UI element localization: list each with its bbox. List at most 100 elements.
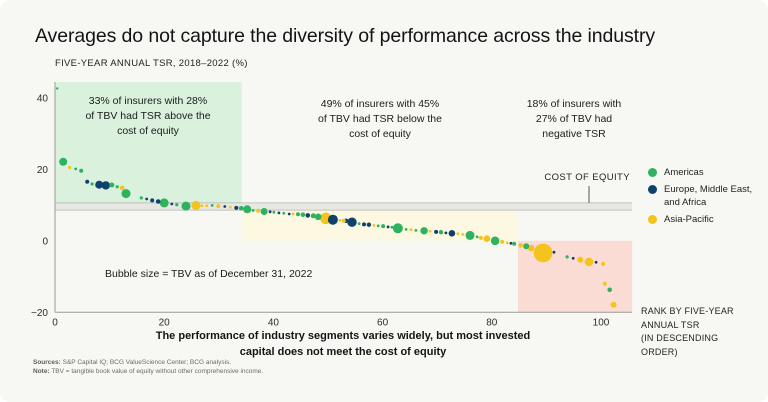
- bubble: [79, 168, 84, 173]
- bubble: [420, 227, 428, 235]
- bubble: [305, 213, 311, 218]
- bubble: [372, 224, 376, 227]
- bubble: [607, 287, 612, 293]
- bubble: [268, 210, 272, 214]
- bubble: [85, 179, 90, 184]
- bubble: [594, 260, 598, 264]
- y-tick-label: 40: [37, 93, 49, 104]
- bubble: [381, 224, 386, 229]
- chart-caption: The performance of industry segments var…: [155, 330, 531, 358]
- bubble: [386, 225, 390, 229]
- bubble: [461, 233, 465, 236]
- bubble: [475, 235, 479, 239]
- bubble: [584, 257, 594, 267]
- bubble: [338, 219, 342, 222]
- bubble: [272, 210, 276, 214]
- bubble: [243, 205, 252, 214]
- bubble: [175, 203, 179, 207]
- bubble: [238, 206, 244, 211]
- bubble: [155, 199, 161, 204]
- bubble: [216, 204, 221, 209]
- bubble: [438, 230, 444, 235]
- y-axis-title: FIVE-YEAR ANNUAL TSR, 2018–2022 (%): [55, 58, 248, 69]
- bubble: [170, 202, 174, 206]
- bubble: [90, 182, 94, 186]
- y-tick-label: 0: [42, 236, 48, 247]
- bubble: [434, 229, 439, 234]
- emea-dot-icon: [648, 185, 657, 194]
- bubble: [500, 239, 505, 244]
- x-axis-title: RANK BY FIVE-YEAR ANNUAL TSR (IN DESCEND…: [641, 306, 734, 357]
- bubble: [490, 236, 500, 246]
- bubble: [571, 256, 575, 260]
- bubble: [565, 255, 569, 259]
- legend-item-emea: Europe, Middle East, and Africa: [648, 183, 760, 209]
- x-tick-label: 20: [159, 317, 171, 328]
- bubble: [478, 235, 483, 240]
- bubble: [390, 225, 394, 229]
- bubble-size-note: Bubble size = TBV as of December 31, 202…: [105, 268, 313, 280]
- bubble: [366, 222, 372, 227]
- bubble: [181, 201, 191, 211]
- bubble: [115, 185, 119, 189]
- x-tick-label: 40: [268, 317, 280, 328]
- bubble: [95, 180, 104, 189]
- x-tick-label: 0: [52, 317, 58, 328]
- bubble: [310, 213, 316, 219]
- bubble: [159, 198, 169, 208]
- bubble: [228, 205, 232, 209]
- bubble: [291, 212, 295, 216]
- bubble: [150, 198, 155, 203]
- bubble: [260, 208, 268, 215]
- bubble: [256, 208, 261, 213]
- bubble: [277, 211, 281, 215]
- bubble: [414, 229, 418, 232]
- x-tick-label: 100: [593, 317, 610, 328]
- bubble: [287, 212, 291, 216]
- bubble: [428, 229, 432, 233]
- bubble: [101, 181, 111, 190]
- asia-pacific-dot-icon: [648, 215, 657, 224]
- bubble: [518, 243, 523, 248]
- bubble: [512, 241, 517, 246]
- bubble: [282, 211, 286, 215]
- bubble: [465, 230, 475, 240]
- bubble: [552, 250, 556, 254]
- bubble: [376, 224, 380, 228]
- bubble: [577, 256, 584, 263]
- bubble: [527, 244, 535, 252]
- annotation-negative-tsr: 18% of insurers with 27% of TBV had nega…: [526, 98, 622, 140]
- bubble: [392, 223, 403, 234]
- bubble: [121, 189, 131, 199]
- bubble: [601, 261, 606, 266]
- bubble: [404, 228, 408, 231]
- bubble: [109, 182, 115, 188]
- bubble: [409, 228, 413, 232]
- bubble: [444, 231, 448, 235]
- bubble: [602, 281, 607, 286]
- x-tick-label: 60: [377, 317, 389, 328]
- bubble: [139, 196, 143, 200]
- annotation-above-cost-of-equity: 33% of insurers with 28% of TBV had TSR …: [85, 95, 211, 137]
- bubble: [327, 214, 338, 225]
- bubble: [509, 241, 513, 245]
- bubble: [456, 232, 460, 236]
- bubble: [205, 204, 209, 208]
- bubble: [610, 301, 617, 308]
- bubble: [314, 213, 322, 221]
- legend: Americas Europe, Middle East, and Africa…: [648, 166, 760, 230]
- bubble: [347, 217, 357, 227]
- sources-line: Sources: S&P Capital IQ; BCG ValueScienc…: [33, 359, 232, 366]
- bubble: [296, 212, 300, 217]
- legend-item-americas: Americas: [648, 166, 760, 179]
- bubble: [119, 185, 125, 191]
- bubble: [341, 218, 346, 223]
- bubble: [68, 165, 72, 170]
- bubble: [56, 87, 59, 90]
- page-title: Averages do not capture the diversity of…: [35, 25, 656, 47]
- y-tick-label: 20: [37, 165, 49, 176]
- cost-of-equity-band: [55, 202, 632, 211]
- bubble: [210, 204, 214, 207]
